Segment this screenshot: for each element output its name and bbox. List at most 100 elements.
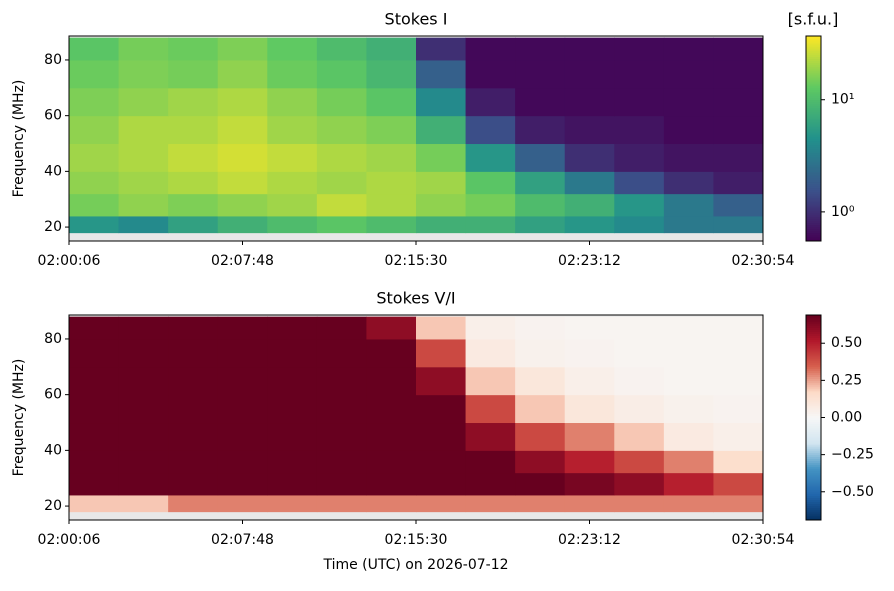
colorbar-segment — [806, 321, 821, 324]
colorbar-segment — [806, 517, 821, 521]
colorbar-segment — [806, 489, 821, 492]
heatmap-cell — [316, 193, 367, 217]
colorbar-segment — [806, 169, 821, 172]
heatmap-cell — [663, 215, 714, 234]
colorbar-segment — [806, 507, 821, 511]
colorbar-segment — [806, 495, 821, 498]
colorbar-segment — [806, 415, 821, 418]
heatmap-cell — [69, 450, 120, 474]
heatmap-cell — [366, 366, 417, 396]
colorbar-segment — [806, 224, 821, 228]
heatmap-cell — [168, 143, 219, 172]
colorbar-segment — [806, 206, 821, 209]
heatmap-cell — [217, 37, 268, 61]
colorbar-segment — [806, 200, 821, 203]
colorbar-segment — [806, 115, 821, 119]
x-tick-label: 02:07:48 — [211, 253, 274, 269]
heatmap-cell — [118, 193, 169, 217]
heatmap-cell — [564, 193, 615, 217]
heatmap-cell — [118, 450, 169, 474]
colorbar-segment — [806, 317, 821, 320]
colorbar-segment — [806, 368, 821, 371]
colorbar-segment — [806, 185, 821, 189]
colorbar-segment — [806, 427, 821, 431]
heatmap-cell — [168, 193, 219, 217]
colorbar-segment — [806, 362, 821, 365]
heatmap-cell — [465, 143, 516, 172]
colorbar-segment — [806, 50, 821, 53]
heatmap-cell — [614, 494, 665, 513]
colorbar-segment — [806, 366, 821, 369]
heatmap-cell — [515, 37, 566, 61]
colorbar-segment — [806, 419, 821, 423]
colorbar-segment — [806, 442, 821, 445]
colorbar-segment — [806, 52, 821, 55]
y-axis-label: Frequency (MHz) — [11, 80, 27, 198]
heatmap-cell — [663, 193, 714, 217]
heatmap-cell — [515, 366, 566, 396]
heatmap-cell — [465, 316, 516, 340]
heatmap-cell — [118, 338, 169, 368]
heatmap-cell — [465, 87, 516, 117]
heatmap-cell — [515, 316, 566, 340]
colorbar-segment — [806, 173, 821, 176]
heatmap-cell — [713, 472, 764, 496]
colorbar-segment — [806, 42, 821, 45]
heatmap-cell — [69, 338, 120, 368]
heatmap-cell — [614, 193, 665, 217]
colorbar-segment — [806, 513, 821, 517]
heatmap-cell — [564, 316, 615, 340]
heatmap-cell — [515, 59, 566, 89]
heatmap-cell — [614, 143, 665, 172]
colorbar-segment — [806, 339, 821, 343]
heatmap-cell — [564, 394, 615, 424]
heatmap-cell — [416, 115, 467, 145]
heatmap-cell — [663, 338, 714, 368]
colorbar-segment — [806, 109, 821, 113]
colorbar-segment — [806, 134, 821, 137]
heatmap-cell — [614, 215, 665, 234]
heatmap-cell — [366, 494, 417, 513]
heatmap-cell — [663, 143, 714, 172]
heatmap-cell — [366, 37, 417, 61]
heatmap-cell — [168, 394, 219, 424]
heatmap-cell — [713, 193, 764, 217]
heatmap-cell — [217, 215, 268, 234]
heatmap-cell — [614, 59, 665, 89]
heatmap-cell — [614, 316, 665, 340]
colorbar-tick-label: −0.25 — [831, 447, 874, 463]
colorbar-frame — [805, 35, 822, 242]
heatmap-cell — [663, 171, 714, 195]
colorbar-segment — [806, 423, 821, 427]
heatmap-cell — [663, 494, 714, 513]
colorbar-segment — [806, 509, 821, 513]
colorbar-segment — [806, 407, 821, 410]
heatmap-cell — [515, 494, 566, 513]
heatmap-cell — [614, 37, 665, 61]
colorbar-segment — [806, 440, 821, 443]
heatmap-cell — [267, 193, 318, 217]
colorbar-segment — [806, 487, 821, 490]
heatmap-cell — [416, 143, 467, 172]
colorbar-segment — [806, 167, 821, 170]
colorbar-segment — [806, 483, 821, 486]
heatmap-cell — [168, 316, 219, 340]
colorbar-segment — [806, 216, 821, 219]
colorbar-segment — [806, 446, 821, 449]
colorbar-segment — [806, 44, 821, 47]
colorbar-tick-label: 0.50 — [831, 335, 862, 351]
heatmap-cell — [564, 422, 615, 451]
heatmap-cell — [416, 193, 467, 217]
heatmap-cell — [564, 494, 615, 513]
colorbar-segment — [806, 319, 821, 322]
heatmap-cell — [217, 87, 268, 117]
heatmap-cell — [267, 366, 318, 396]
heatmap-cell — [267, 450, 318, 474]
heatmap-cell — [366, 422, 417, 451]
colorbar-segment — [806, 93, 821, 96]
heatmap-cell — [316, 494, 367, 513]
heatmap-cell — [69, 215, 120, 234]
colorbar-segment — [806, 435, 821, 439]
heatmap-cell — [316, 59, 367, 89]
heatmap-cell — [217, 338, 268, 368]
